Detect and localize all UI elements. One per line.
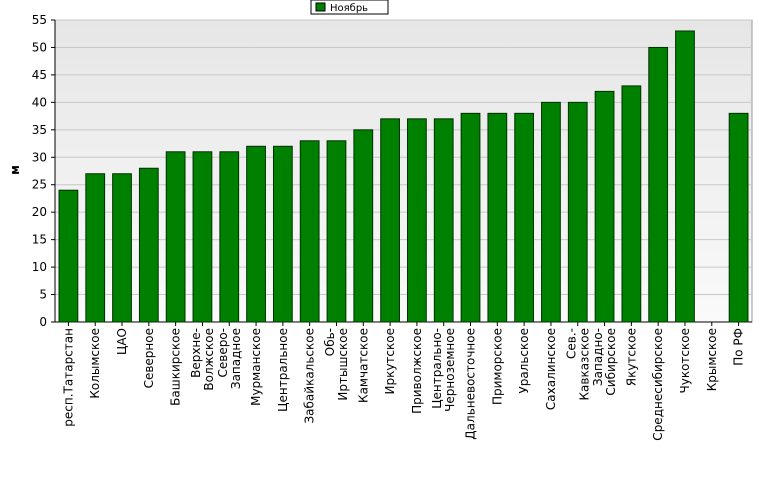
bar [407, 118, 427, 323]
y-tick-label: 10 [32, 260, 47, 274]
x-tick-label: Приморское [490, 328, 504, 405]
y-tick-label: 15 [32, 233, 47, 247]
x-tick-label: Уральское [517, 328, 531, 394]
bar [541, 101, 561, 323]
bar [326, 140, 347, 323]
y-tick-label: 5 [39, 288, 47, 302]
y-tick-label: 25 [32, 178, 47, 192]
x-tick-label: Сахалинское [544, 328, 558, 410]
bar [487, 112, 508, 323]
legend: Ноябрь [310, 0, 389, 15]
x-tick-label: Колымское [88, 328, 102, 399]
bar [460, 112, 481, 323]
x-tick-label: Сев.-Кавказское [564, 328, 591, 401]
x-tick-label: Северо-Западное [216, 328, 243, 389]
plot-area [54, 19, 753, 323]
y-tick-label: 30 [32, 150, 47, 164]
bar [621, 85, 642, 323]
x-tick-label: Дальневосточное [464, 328, 478, 440]
y-axis-label: м [8, 165, 22, 175]
bar [112, 173, 132, 323]
x-tick-label: Северное [142, 328, 156, 388]
x-tick-label: Верхне-Волжское [189, 328, 216, 391]
legend-swatch [315, 2, 326, 12]
bar [138, 167, 159, 323]
bar [353, 129, 374, 323]
x-tick-label: Чукотское [678, 328, 692, 393]
bar [675, 30, 695, 323]
bar [192, 151, 213, 323]
x-tick-label: Камчатское [356, 328, 370, 403]
x-tick-label: Иркутское [383, 328, 397, 395]
x-tick-label: Якутское [624, 328, 638, 386]
bar [58, 189, 79, 323]
y-tick-label: 0 [39, 315, 47, 329]
bar [380, 118, 400, 323]
x-tick-label: Забайкальское [303, 328, 317, 424]
bar [246, 145, 266, 323]
y-tick-label: 40 [32, 95, 47, 109]
bar [85, 173, 106, 323]
y-tick-label: 45 [32, 68, 47, 82]
x-tick-label: Приволжское [410, 328, 424, 414]
x-tick-label: Башкирское [169, 328, 183, 406]
y-tick-label: 20 [32, 205, 47, 219]
bar [567, 101, 588, 323]
x-tick-label: респ.Татарстан [61, 328, 75, 427]
bar [433, 118, 454, 323]
bar [299, 140, 320, 323]
y-tick-label: 35 [32, 123, 47, 137]
bar [165, 151, 186, 323]
bar [514, 112, 535, 323]
x-tick-label: Крымское [705, 328, 719, 391]
legend-box [310, 0, 389, 15]
bar [648, 46, 669, 323]
x-tick-label: Западно-Сибирское [591, 328, 618, 396]
bar [272, 145, 293, 323]
x-tick-label: Обь-Иртышское [323, 328, 350, 401]
y-tick-label: 55 [32, 13, 47, 27]
x-tick-label: ЦАО [115, 328, 129, 355]
bar [219, 151, 240, 323]
x-tick-label: Мурманское [249, 328, 263, 406]
x-tick-label: По РФ [732, 328, 746, 366]
x-tick-label: Центрально-Черноземное [430, 328, 457, 412]
x-tick-label: Центральное [276, 328, 290, 412]
x-tick-label: Среднесибирское [651, 328, 665, 441]
bar [594, 90, 615, 323]
y-tick-label: 50 [32, 40, 47, 54]
legend-label: Ноябрь [330, 3, 368, 14]
bar [728, 112, 749, 323]
